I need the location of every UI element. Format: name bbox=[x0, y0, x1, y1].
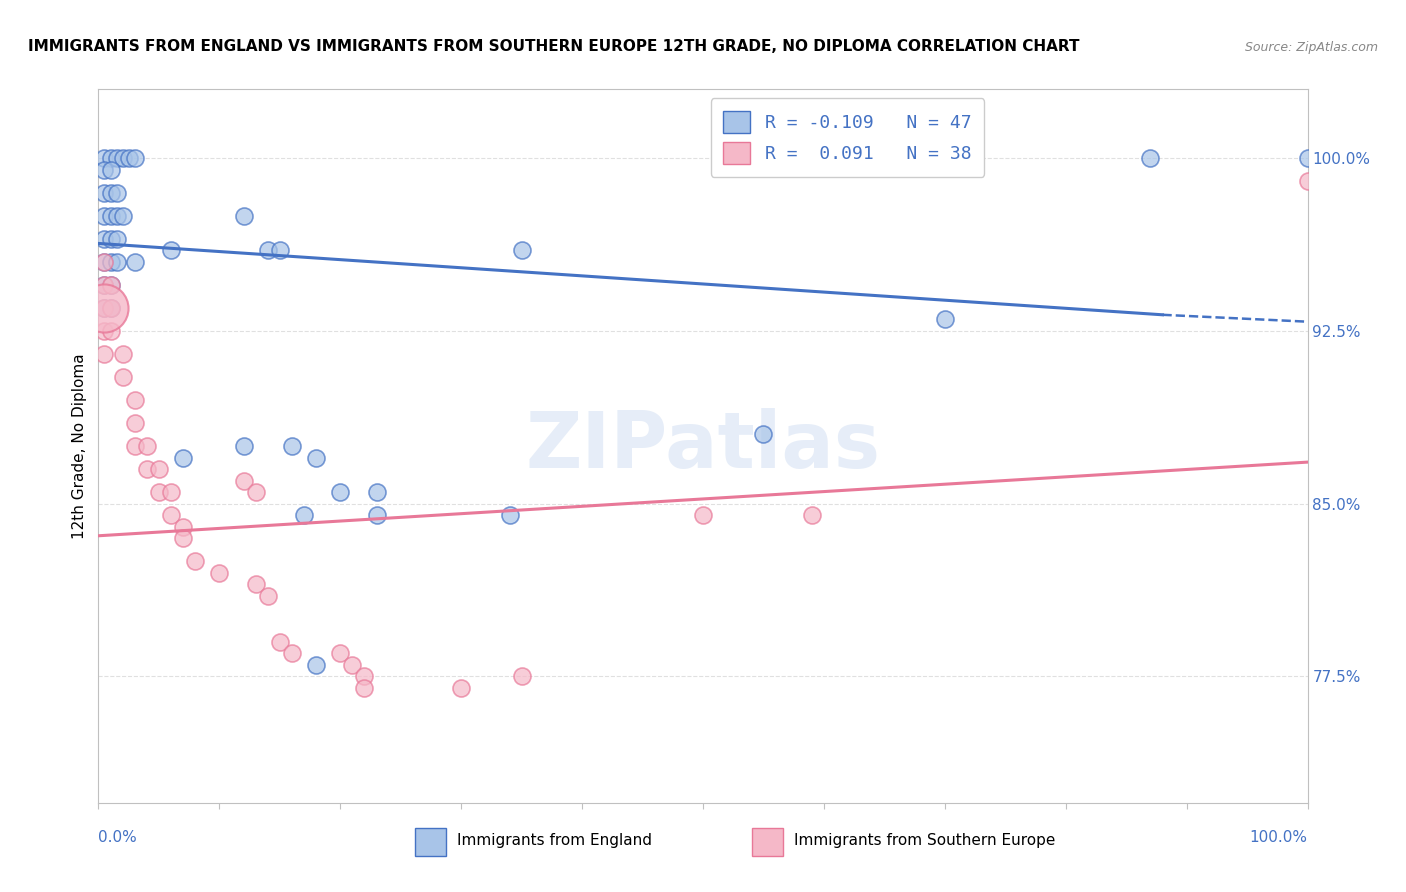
Point bbox=[100, 277, 122, 292]
Point bbox=[93, 162, 115, 177]
Point bbox=[1139, 151, 1161, 165]
Point bbox=[111, 370, 134, 384]
Point bbox=[105, 151, 128, 165]
Point bbox=[281, 439, 304, 453]
Legend: R = -0.109   N = 47, R =  0.091   N = 38: R = -0.109 N = 47, R = 0.091 N = 38 bbox=[711, 98, 984, 177]
Point bbox=[93, 347, 115, 361]
Point bbox=[232, 209, 254, 223]
Point bbox=[111, 151, 134, 165]
Point bbox=[93, 151, 115, 165]
Point bbox=[105, 255, 128, 269]
Point bbox=[256, 589, 278, 603]
Point bbox=[93, 255, 115, 269]
Point bbox=[232, 439, 254, 453]
Point bbox=[800, 508, 823, 522]
Point bbox=[934, 312, 956, 326]
Text: 0.0%: 0.0% bbox=[98, 830, 138, 845]
Point bbox=[305, 657, 328, 672]
Point bbox=[172, 519, 194, 533]
Point bbox=[93, 277, 115, 292]
Point bbox=[124, 416, 146, 430]
Point bbox=[245, 485, 267, 500]
Point bbox=[269, 244, 291, 258]
Point bbox=[124, 439, 146, 453]
Point bbox=[353, 681, 375, 695]
Point bbox=[366, 508, 388, 522]
Point bbox=[450, 681, 472, 695]
Text: Immigrants from Southern Europe: Immigrants from Southern Europe bbox=[794, 833, 1056, 847]
Point bbox=[93, 277, 115, 292]
Point bbox=[100, 162, 122, 177]
Point bbox=[232, 474, 254, 488]
Point bbox=[93, 324, 115, 338]
Point bbox=[305, 450, 328, 465]
Point bbox=[160, 485, 183, 500]
Text: Immigrants from England: Immigrants from England bbox=[457, 833, 652, 847]
Point bbox=[366, 485, 388, 500]
Point bbox=[160, 244, 183, 258]
Point bbox=[100, 209, 122, 223]
Point bbox=[1296, 174, 1319, 188]
Point bbox=[93, 301, 115, 315]
Point bbox=[111, 209, 134, 223]
Text: IMMIGRANTS FROM ENGLAND VS IMMIGRANTS FROM SOUTHERN EUROPE 12TH GRADE, NO DIPLOM: IMMIGRANTS FROM ENGLAND VS IMMIGRANTS FR… bbox=[28, 38, 1080, 54]
Point bbox=[281, 646, 304, 660]
Point bbox=[100, 186, 122, 200]
Point bbox=[498, 508, 520, 522]
Point bbox=[256, 244, 278, 258]
Point bbox=[245, 577, 267, 591]
Point bbox=[118, 151, 141, 165]
Point bbox=[100, 151, 122, 165]
Point bbox=[353, 669, 375, 683]
Point bbox=[510, 669, 533, 683]
Point bbox=[100, 277, 122, 292]
Point bbox=[135, 462, 157, 476]
Point bbox=[329, 485, 352, 500]
Text: ZIPatlas: ZIPatlas bbox=[526, 408, 880, 484]
Point bbox=[100, 301, 122, 315]
Point bbox=[208, 566, 231, 580]
Point bbox=[148, 462, 170, 476]
Text: Source: ZipAtlas.com: Source: ZipAtlas.com bbox=[1244, 40, 1378, 54]
Text: 100.0%: 100.0% bbox=[1250, 830, 1308, 845]
Point bbox=[752, 427, 775, 442]
Point bbox=[124, 392, 146, 407]
Point bbox=[105, 232, 128, 246]
Point bbox=[100, 232, 122, 246]
Point bbox=[172, 450, 194, 465]
Point bbox=[105, 186, 128, 200]
Point bbox=[184, 554, 207, 568]
Point bbox=[93, 209, 115, 223]
Point bbox=[269, 634, 291, 648]
Point bbox=[100, 301, 122, 315]
Point bbox=[329, 646, 352, 660]
Point bbox=[124, 151, 146, 165]
Point bbox=[692, 508, 714, 522]
Y-axis label: 12th Grade, No Diploma: 12th Grade, No Diploma bbox=[72, 353, 87, 539]
Point bbox=[160, 508, 183, 522]
Point bbox=[135, 439, 157, 453]
Point bbox=[342, 657, 364, 672]
Point bbox=[510, 244, 533, 258]
Point bbox=[93, 301, 115, 315]
Point bbox=[292, 508, 315, 522]
Point bbox=[93, 255, 115, 269]
Point bbox=[100, 324, 122, 338]
Point bbox=[93, 301, 115, 315]
Point bbox=[124, 255, 146, 269]
Point bbox=[172, 531, 194, 545]
Point bbox=[111, 347, 134, 361]
Point bbox=[100, 255, 122, 269]
Point bbox=[105, 209, 128, 223]
Point bbox=[1296, 151, 1319, 165]
Point bbox=[93, 186, 115, 200]
Point bbox=[148, 485, 170, 500]
Point bbox=[93, 232, 115, 246]
